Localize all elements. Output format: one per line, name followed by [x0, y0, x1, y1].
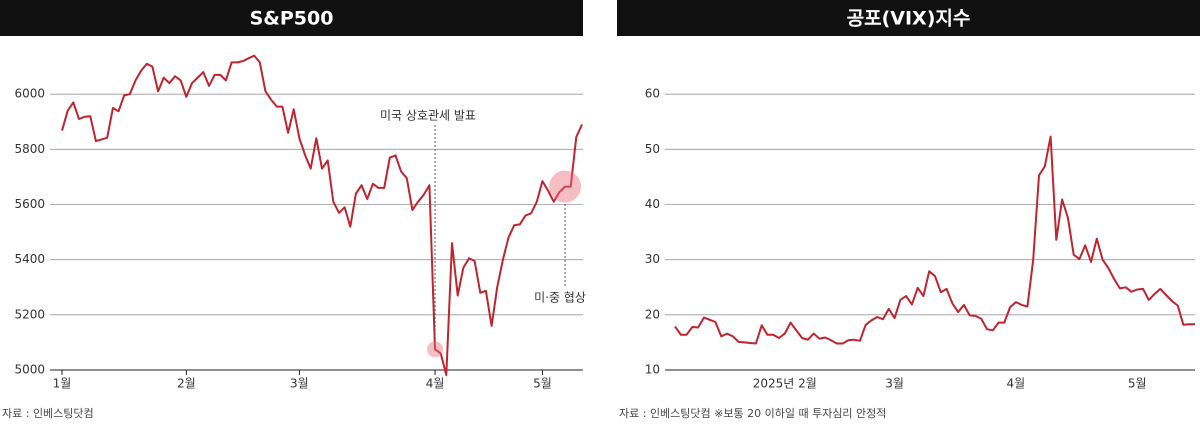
y-tick-label: 40	[645, 197, 660, 211]
data-line	[61, 54, 583, 376]
highlight	[549, 170, 582, 203]
source: 자료 : 인베스팅닷컴 ※보통 20 이하일 때 투자심리 안정적	[619, 406, 886, 420]
y-tick-label: 5000	[14, 363, 45, 377]
title-bar	[0, 0, 583, 36]
x-tick-label: 4월	[1007, 377, 1026, 391]
highlight	[427, 341, 444, 358]
y-tick-label: 5800	[14, 142, 45, 156]
x-tick-label: 3월	[885, 377, 904, 391]
chart-title: S&P500	[250, 8, 334, 30]
annotation: 미·중 협상	[534, 291, 586, 305]
y-tick-label: 60	[645, 87, 660, 101]
y-tick-label: 5400	[14, 252, 45, 266]
source: 자료 : 인베스팅닷컴	[2, 407, 94, 420]
x-tick-label: 3월	[290, 377, 309, 391]
chart-title: 공포(VIX)지수	[847, 8, 971, 30]
x-tick-label: 2025년 2월	[753, 377, 817, 391]
x-tick-label: 1월	[53, 377, 72, 391]
x-tick-label: 4월	[426, 377, 445, 391]
data-line	[674, 135, 1195, 345]
y-tick-label: 20	[645, 307, 660, 321]
y-tick-label: 6000	[14, 87, 45, 101]
y-tick-label: 30	[645, 252, 660, 266]
y-tick-label: 5200	[14, 307, 45, 321]
x-tick-label: 2월	[177, 377, 196, 391]
y-tick-label: 50	[645, 142, 660, 156]
y-tick-label: 5600	[14, 197, 45, 211]
x-tick-label: 5월	[533, 377, 552, 391]
annotation: 미국 상호관세 발표	[380, 109, 476, 123]
x-tick-label: 5월	[1128, 377, 1147, 391]
y-tick-label: 10	[645, 363, 660, 377]
title-bar	[617, 0, 1200, 36]
